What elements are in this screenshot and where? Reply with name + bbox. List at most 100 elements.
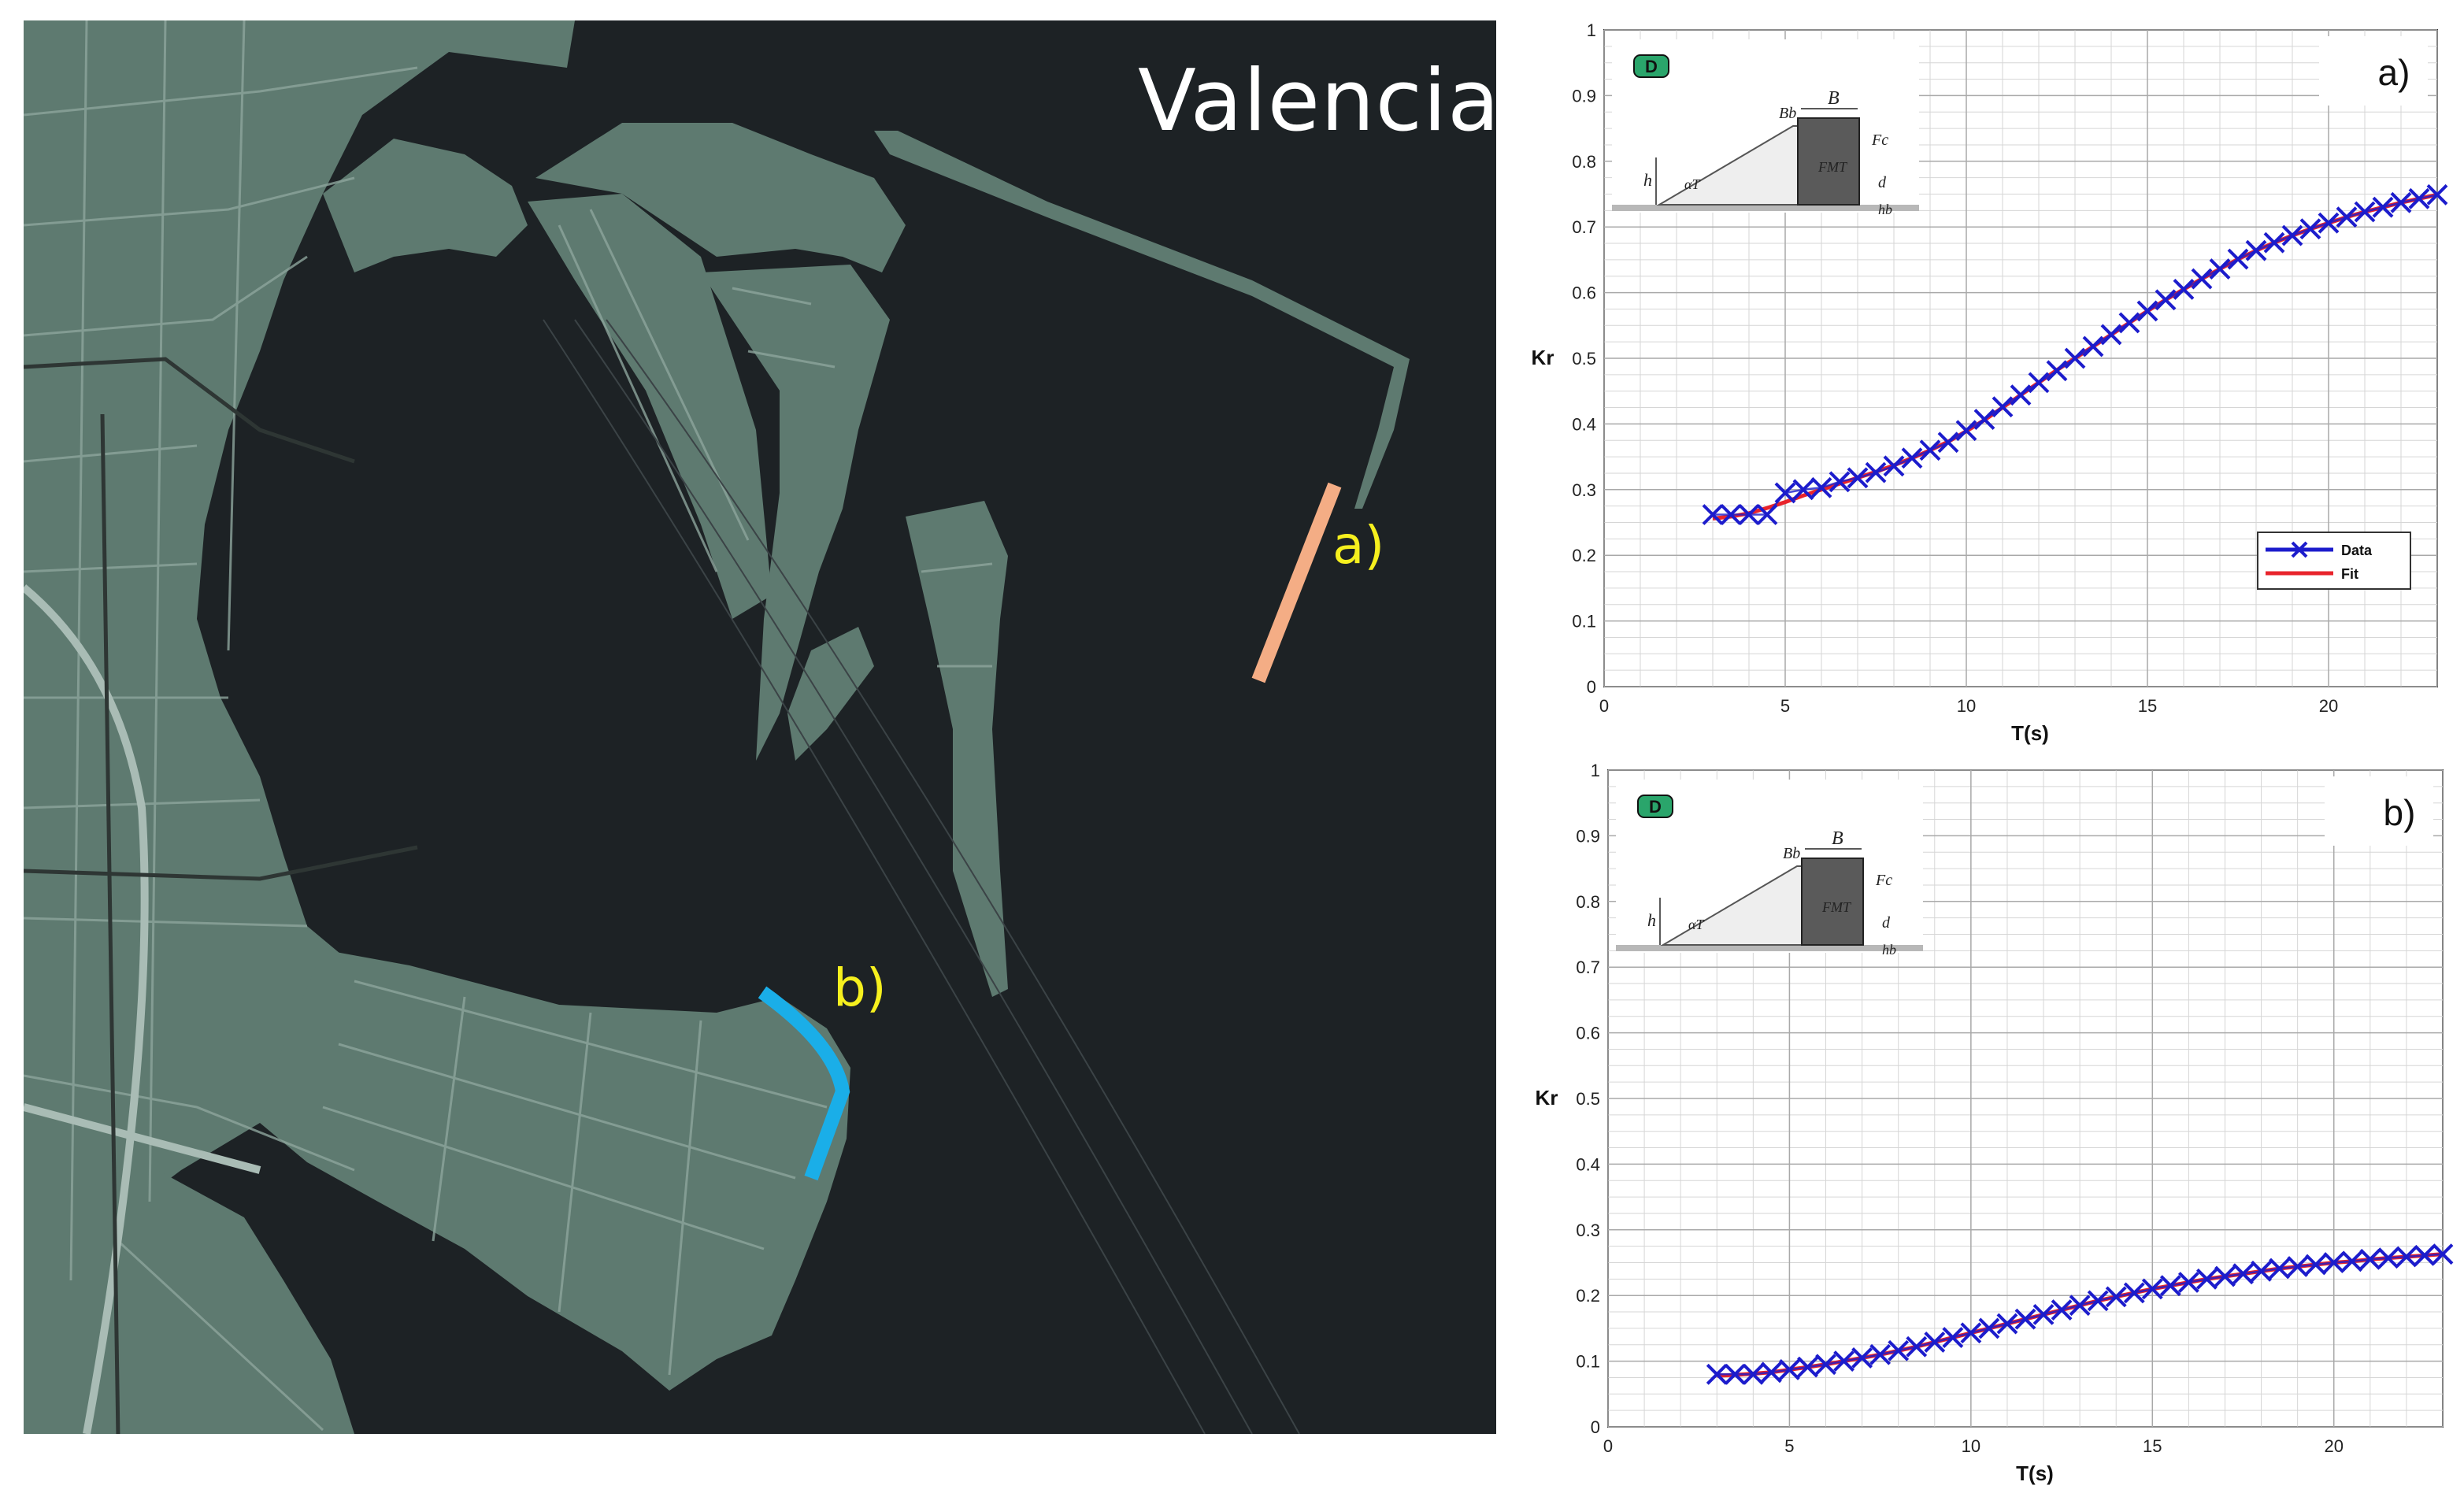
data-point-stroke	[2395, 1246, 2418, 1268]
data-point	[2173, 279, 2195, 300]
data-point-stroke	[1883, 455, 1905, 477]
x-tick-label: 0	[1599, 696, 1609, 716]
data-point	[2136, 300, 2158, 322]
data-point	[2305, 1254, 2327, 1276]
data-point-stroke	[2191, 268, 2213, 290]
data-point-stroke	[2010, 384, 2032, 406]
data-point-stroke	[2214, 1265, 2236, 1287]
data-point	[2426, 183, 2448, 206]
data-point	[1810, 476, 1832, 498]
segment-a	[1251, 482, 1342, 683]
data-point	[2032, 1303, 2055, 1325]
legend-box	[2257, 532, 2411, 590]
data-point	[2336, 206, 2358, 228]
data-point	[1955, 420, 1977, 442]
data-point-stroke	[1869, 1343, 1892, 1365]
data-point	[1960, 1322, 1982, 1344]
y-tick-label: 0.4	[1572, 414, 1596, 434]
data-point-stroke	[2118, 312, 2140, 334]
data-point-stroke	[1942, 1327, 1964, 1348]
data-point-stroke	[2287, 1256, 2309, 1277]
data-point	[2082, 335, 2104, 357]
data-point-stroke	[1797, 1356, 1818, 1378]
data-point-stroke	[2014, 1308, 2036, 1330]
data-point-stroke	[2359, 1248, 2381, 1270]
chart-a-svg: 0 5 10 15 20 0 0.1 0.2 0.3 0.4 0.5 0.6 0.7 0.8 0.9 1 T(s…	[1532, 20, 2448, 745]
y-tick-label: 0.6	[1576, 1024, 1600, 1043]
data-point	[1973, 409, 1995, 430]
x-axis-label: T(s)	[2011, 721, 2049, 745]
south-terminal	[260, 950, 850, 1391]
data-point	[1774, 482, 1796, 504]
data-point-stroke	[2032, 1303, 2055, 1325]
inset-caisson	[1797, 117, 1860, 206]
data-point	[2010, 384, 2032, 406]
data-point	[1815, 1354, 1836, 1376]
map-label-b: b)	[833, 958, 887, 1018]
port-map: Valencia a) b)	[24, 20, 1496, 1434]
data-point	[2069, 1295, 2091, 1317]
inset-label-6: hb	[1882, 942, 1896, 958]
data-point	[1942, 1327, 1964, 1348]
data-point	[1829, 471, 1851, 493]
data-point-stroke	[1888, 1339, 1910, 1361]
data-point-stroke	[1901, 447, 1923, 469]
data-point-stroke	[2123, 1282, 2145, 1304]
inset-badge-label: D	[1649, 797, 1662, 817]
inset-label-7: αT	[1684, 176, 1701, 192]
y-axis-label: Kr	[1536, 1086, 1558, 1109]
data-point	[1865, 461, 1887, 483]
data-point-stroke	[2159, 1275, 2181, 1297]
inset-label-5: d	[1882, 914, 1891, 932]
data-point-stroke	[1960, 1322, 1982, 1344]
data-point	[1779, 1359, 1800, 1380]
data-point-stroke	[1774, 482, 1796, 504]
data-point-stroke	[1833, 1350, 1854, 1372]
data-point-stroke	[2414, 1244, 2436, 1266]
data-point-stroke	[2432, 1243, 2454, 1265]
data-point	[1833, 1350, 1854, 1372]
data-point	[2087, 1290, 2109, 1312]
data-point-stroke	[2341, 1250, 2363, 1272]
data-point	[1992, 396, 2014, 418]
data-point-stroke	[1829, 471, 1851, 493]
data-point-stroke	[2196, 1268, 2218, 1290]
data-point	[2196, 1268, 2218, 1290]
data-point	[1720, 504, 1742, 525]
data-point	[1888, 1339, 1910, 1361]
data-point-stroke	[2141, 1278, 2163, 1300]
data-point-stroke	[2372, 196, 2394, 218]
data-point-stroke	[1937, 432, 1959, 454]
data-point-stroke	[2064, 347, 2086, 369]
data-markers	[1706, 1243, 2454, 1385]
legend: Data Fit	[2257, 532, 2411, 590]
data-point-stroke	[2177, 1272, 2199, 1293]
data-point	[2123, 1282, 2145, 1304]
inset-ground	[1612, 205, 1919, 211]
x-tick-label: 5	[1780, 696, 1790, 716]
data-point	[1901, 447, 1923, 469]
inset-label-3: FMT	[1821, 899, 1852, 915]
data-point	[1760, 1361, 1782, 1384]
data-point-stroke	[2251, 1260, 2272, 1282]
y-tick-label: 0.1	[1576, 1352, 1600, 1372]
data-point-stroke	[1815, 1354, 1836, 1376]
data-point-stroke	[1756, 504, 1778, 525]
data-point	[2281, 224, 2303, 246]
data-point-stroke	[2136, 300, 2158, 322]
data-point	[2359, 1248, 2381, 1270]
y-tick-label: 0.5	[1576, 1089, 1600, 1109]
legend-data-marker	[2291, 541, 2308, 558]
data-point	[2299, 218, 2321, 240]
data-point	[2177, 1272, 2199, 1293]
data-point	[2354, 201, 2376, 223]
data-point-stroke	[1738, 504, 1760, 525]
data-point-stroke	[1760, 1361, 1782, 1384]
map-label-a: a)	[1332, 515, 1385, 576]
data-point	[2390, 191, 2412, 213]
data-point	[1919, 439, 1941, 461]
inset-label-4: h	[1647, 910, 1656, 930]
y-tick-label: 0.3	[1576, 1221, 1600, 1240]
inset-label-5: d	[1878, 174, 1887, 191]
data-point	[2118, 312, 2140, 334]
